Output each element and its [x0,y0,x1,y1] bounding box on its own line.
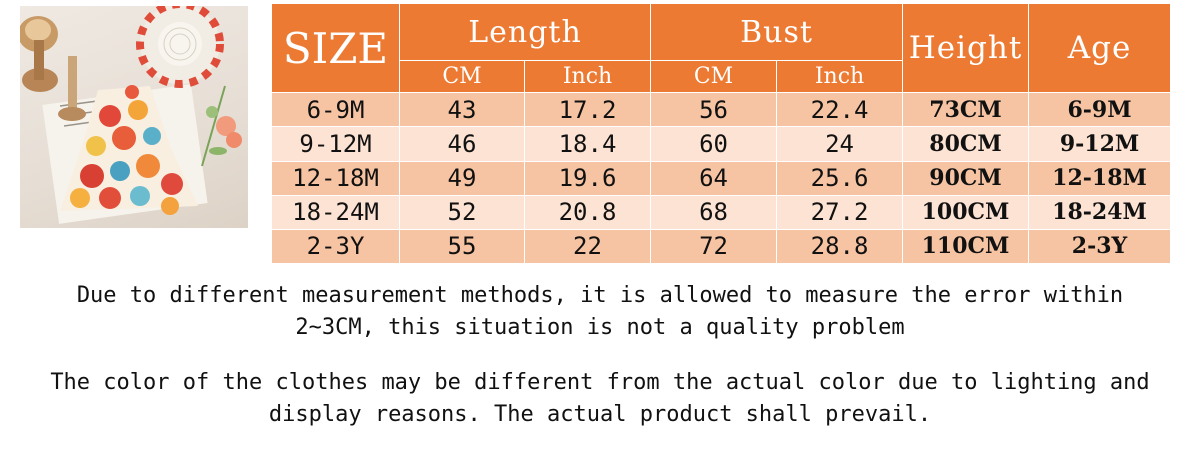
height-header: Height [902,2,1030,94]
size-cell: 9-12M [271,126,400,162]
bust-cm-cell: 56 [650,92,778,128]
age-cell: 6-9M [1028,92,1172,128]
bust-cm-cell: 64 [650,160,778,196]
length-cm-cell: 46 [399,126,525,162]
length-inch-cell: 20.8 [523,194,652,230]
bust-cm-cell: 68 [650,194,778,230]
bust-cm-cell: 72 [650,228,778,265]
bust-inch-header: Inch [776,60,904,94]
height-cell: 80CM [902,126,1030,162]
bust-inch-cell: 25.6 [776,160,904,196]
length-header: Length [398,2,652,62]
size-cell: 6-9M [271,92,400,128]
age-header: Age [1028,2,1172,94]
bust-inch-cell: 22.4 [776,92,904,128]
age-cell: 2-3Y [1028,228,1172,265]
measurement-note: Due to different measurement methods, it… [76,283,1124,340]
bust-cm-header: CM [650,60,778,94]
length-inch-header: Inch [523,60,652,94]
length-cm-cell: 49 [399,160,525,196]
length-cm-header: CM [399,60,525,94]
length-inch-cell: 17.2 [523,92,652,128]
product-photo [20,6,248,228]
height-cell: 73CM [902,92,1030,128]
age-cell: 18-24M [1028,194,1172,230]
table-row: 6-9M 43 17.2 56 22.4 73CM 6-9M [271,92,1172,128]
length-inch-cell: 22 [523,228,652,265]
size-header: SIZE [271,2,400,94]
height-cell: 110CM [902,228,1030,265]
header-row: SIZE Length Bust Height Age [271,2,1172,94]
height-cell: 90CM [902,160,1030,196]
color-note: The color of the clothes may be differen… [50,370,1150,427]
bust-inch-cell: 24 [776,126,904,162]
bust-inch-cell: 28.8 [776,228,904,265]
table-row: 18-24M 52 20.8 68 27.2 100CM 18-24M [271,194,1172,230]
bust-header: Bust [650,2,904,62]
length-inch-cell: 18.4 [523,126,652,162]
height-cell: 100CM [902,194,1030,230]
subheader-row: CM Inch CM Inch [272,60,1171,94]
product-photo-illustration [20,6,242,224]
length-cm-cell: 55 [399,228,525,265]
table-row: 2-3Y 55 22 72 28.8 110CM 2-3Y [271,228,1172,265]
size-cell: 2-3Y [271,228,400,265]
length-cm-cell: 43 [399,92,525,128]
age-cell: 12-18M [1028,160,1172,196]
age-cell: 9-12M [1028,126,1172,162]
length-cm-cell: 52 [399,194,525,230]
table-row: 12-18M 49 19.6 64 25.6 90CM 12-18M [271,160,1172,196]
size-cell: 12-18M [271,160,400,196]
length-inch-cell: 19.6 [523,160,652,196]
bust-cm-cell: 60 [650,126,778,162]
bust-inch-cell: 27.2 [776,194,904,230]
table-row: 9-12M 46 18.4 60 24 80CM 9-12M [271,126,1172,162]
size-chart-table: SIZE Length Bust Height Age CM Inch CM I… [271,2,1172,265]
size-cell: 18-24M [271,194,400,230]
